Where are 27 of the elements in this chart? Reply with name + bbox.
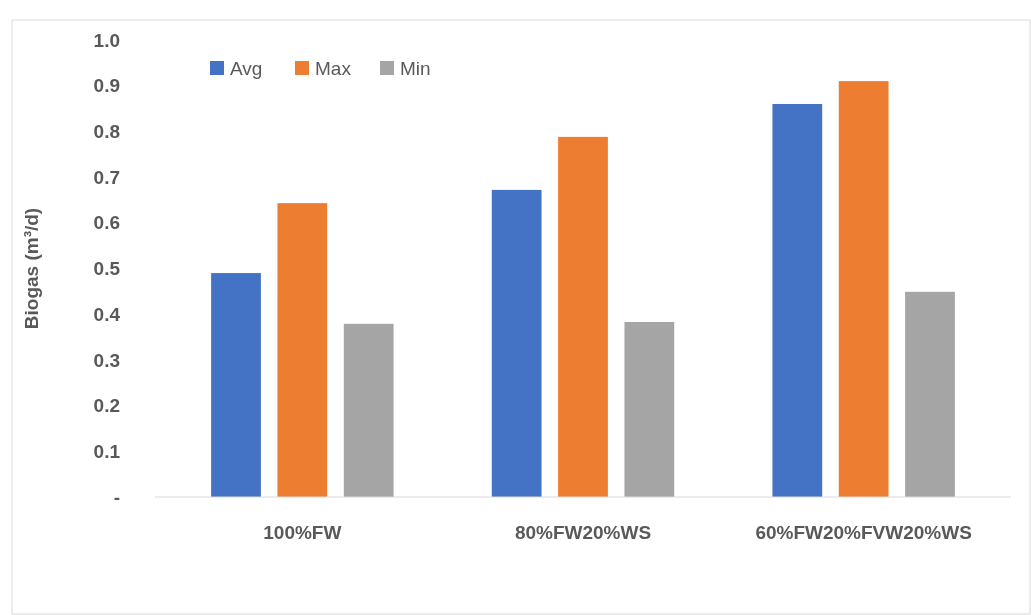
y-tick-label: 0.5 <box>93 258 121 280</box>
bar <box>211 273 261 497</box>
y-tick-label: 0.8 <box>93 121 120 143</box>
y-tick-label: 0.3 <box>93 349 120 371</box>
legend-label: Min <box>400 57 431 79</box>
legend-label: Max <box>315 57 352 79</box>
legend-label: Avg <box>230 57 263 79</box>
bar <box>277 203 328 497</box>
y-tick-label: - <box>113 486 120 508</box>
bar <box>343 323 394 497</box>
bar <box>558 136 608 497</box>
bar <box>905 291 955 497</box>
bar <box>772 103 823 497</box>
y-tick-label: 0.2 <box>93 395 120 417</box>
y-tick-label: 0.1 <box>93 440 121 462</box>
y-tick-label: 0.6 <box>93 212 120 234</box>
bar <box>624 321 675 497</box>
x-tick-label: 60%FW20%FVW20%WS <box>755 522 972 543</box>
y-tick-label: 1.0 <box>93 29 120 51</box>
y-tick-label: 0.9 <box>93 75 120 97</box>
y-tick-label: 0.4 <box>93 303 121 325</box>
bar <box>491 189 542 497</box>
y-axis-title: Biogas (m³/d) <box>21 207 42 330</box>
x-tick-label: 100%FW <box>263 522 342 543</box>
x-tick-label: 80%FW20%WS <box>514 522 652 543</box>
y-tick-label: 0.7 <box>93 166 120 188</box>
bar <box>838 81 889 497</box>
